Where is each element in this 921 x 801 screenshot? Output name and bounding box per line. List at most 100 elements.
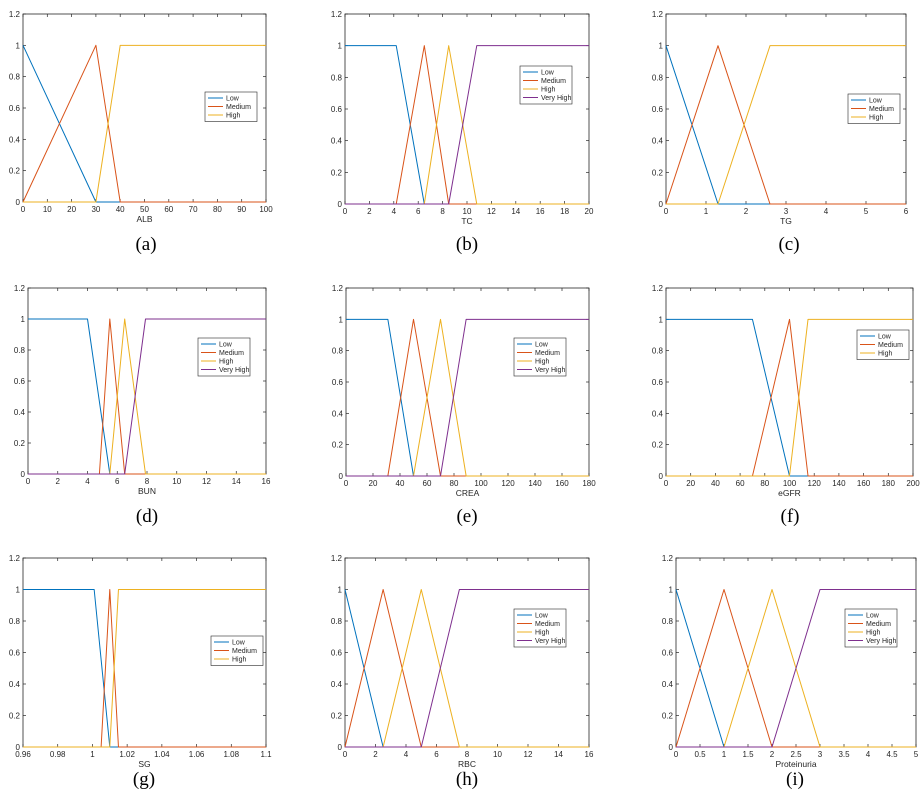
panel-b: 0 2 4 6 8 10 12 14 16 18 20 0 0.2 0.4 0.6 0.8 1 1.2 TC LowM… [331,10,594,255]
x-tick-label: 1 [90,750,95,759]
x-tick-label: 1 [704,207,709,216]
legend-entry: Low [219,342,233,349]
x-tick-label: 120 [808,479,822,488]
y-tick-label: 0 [21,470,26,479]
legend-entry: High [869,115,884,122]
x-tick-label: 200 [906,479,920,488]
legend-entry: Very High [535,367,565,374]
y-tick-label: 0.2 [662,712,674,721]
y-tick-label: 0.4 [9,680,21,689]
legend-entry: Medium [219,350,244,357]
legend-entry: Low [878,334,892,341]
legend-entry: High [232,657,247,664]
x-tick-label: 1.1 [260,750,272,759]
legend-entry: Medium [226,104,251,111]
x-axis-label: eGFR [778,488,801,498]
x-tick-label: 12 [524,750,533,759]
x-tick-label: 1.5 [742,750,754,759]
x-tick-label: 3.5 [838,750,850,759]
x-axis-label: CREA [456,488,480,498]
x-tick-label: 1.08 [223,750,239,759]
x-tick-label: 20 [585,207,594,216]
x-tick-label: 0 [21,205,26,214]
legend-entry: Low [232,640,246,647]
legend-entry: High [541,87,556,94]
legend-entry: High [226,113,241,120]
x-axis-label: ALB [136,214,152,224]
y-tick-label: 0.2 [9,712,21,721]
y-tick-label: 0.8 [662,617,674,626]
series-line-high [666,45,906,205]
x-tick-label: 14 [554,750,563,759]
x-tick-label: 100 [783,479,797,488]
panel-caption: (c) [778,234,799,255]
plot-area [344,557,590,748]
y-tick-label: 0.6 [14,377,26,386]
x-axis-label: RBC [458,759,476,769]
x-tick-label: 4 [85,477,90,486]
x-tick-label: 80 [760,479,769,488]
legend-entry: Low [226,96,240,103]
x-tick-label: 0 [26,477,31,486]
y-tick-label: 1.2 [332,284,344,293]
y-tick-label: 0.8 [332,347,344,356]
y-tick-label: 0.4 [662,680,674,689]
legend-entry: Low [535,342,549,349]
x-tick-label: 3 [818,750,823,759]
x-tick-label: 20 [369,479,378,488]
panel-caption: (e) [456,506,477,527]
y-tick-label: 0.4 [331,680,343,689]
x-tick-label: 14 [511,207,520,216]
x-tick-label: 10 [493,750,502,759]
y-tick-label: 0 [659,200,664,209]
y-tick-label: 1.2 [331,554,343,563]
y-tick-label: 0.6 [652,105,664,114]
y-tick-label: 0.4 [332,409,344,418]
x-axis-label: SG [138,759,150,769]
legend-entry: Medium [869,106,894,113]
y-tick-label: 0.8 [9,73,21,82]
y-tick-label: 0.2 [9,167,21,176]
x-tick-label: 1.02 [119,750,135,759]
x-tick-label: 4 [392,207,397,216]
y-tick-label: 0.2 [331,168,343,177]
x-tick-label: 120 [501,479,515,488]
y-tick-label: 1.2 [331,10,343,19]
y-tick-label: 0.6 [331,105,343,114]
series-line-very-high [345,45,589,205]
y-tick-label: 0.6 [9,104,21,113]
y-tick-label: 0 [669,743,674,752]
x-tick-label: 70 [189,205,198,214]
x-tick-label: 140 [832,479,846,488]
x-tick-label: 100 [259,205,273,214]
y-tick-label: 1 [21,315,26,324]
legend-entry: Medium [878,342,903,349]
x-tick-label: 16 [536,207,545,216]
x-tick-label: 5 [914,750,919,759]
y-tick-label: 1.2 [9,554,21,563]
y-tick-label: 0.6 [332,378,344,387]
y-tick-label: 1.2 [652,10,664,19]
legend-entry: Medium [541,78,566,85]
x-tick-label: 4.5 [886,750,898,759]
legend-entry: Medium [535,621,560,628]
x-tick-label: 0.98 [50,750,66,759]
x-tick-label: 0.5 [694,750,706,759]
y-tick-label: 0.8 [9,617,21,626]
x-tick-label: 40 [116,205,125,214]
x-tick-label: 100 [474,479,488,488]
panel-a: 0 10 20 30 40 50 60 70 80 90 100 0 0.2 0.4 0.6 0.8 1 1.2 A… [9,10,273,255]
y-tick-label: 0.6 [662,649,674,658]
x-tick-label: 8 [440,207,445,216]
x-tick-label: 60 [423,479,432,488]
y-tick-label: 0 [659,472,664,481]
x-tick-label: 2 [744,207,749,216]
y-tick-label: 0.2 [332,441,344,450]
y-tick-label: 0.4 [14,408,26,417]
y-tick-label: 0.4 [331,137,343,146]
y-tick-label: 0 [16,198,21,207]
